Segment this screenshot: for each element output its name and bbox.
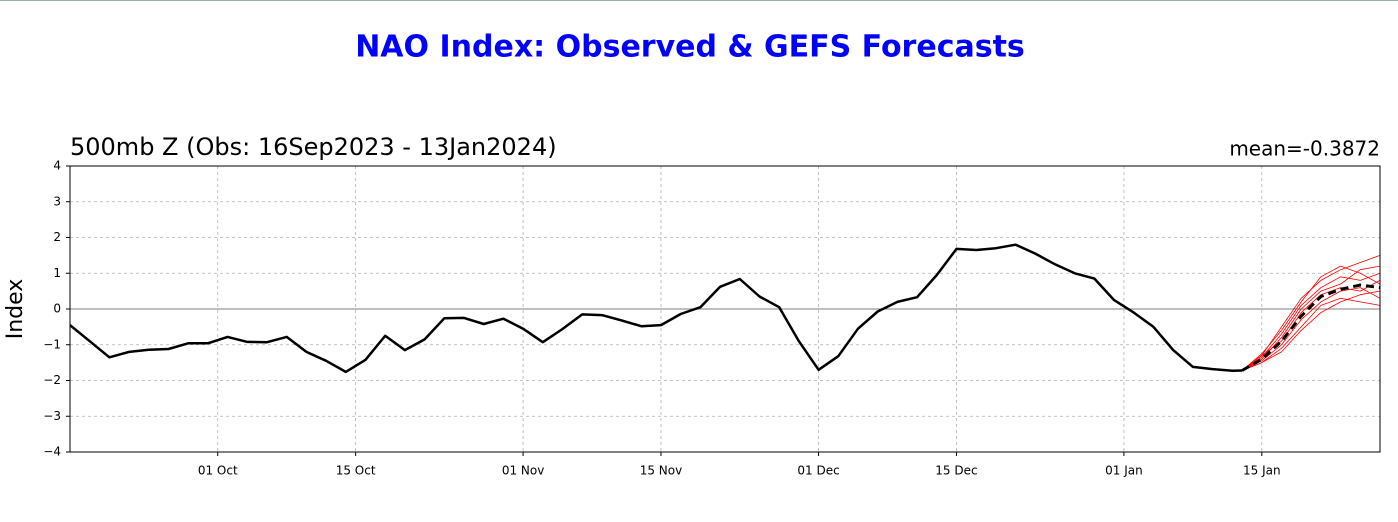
ensemble-line xyxy=(1241,287,1381,371)
ensemble-line xyxy=(1241,290,1381,371)
ensemble-line xyxy=(1241,297,1381,371)
y-tick-label: 2 xyxy=(53,230,61,244)
x-tick-label: 01 Nov xyxy=(502,464,545,478)
x-tick-label: 01 Dec xyxy=(797,464,839,478)
x-tick-label: 15 Nov xyxy=(640,464,683,478)
y-tick-label: 1 xyxy=(53,266,61,280)
x-tick-label: 15 Jan xyxy=(1243,464,1281,478)
ensemble-line xyxy=(1241,280,1381,371)
subtitle: 500mb Z (Obs: 16Sep2023 - 13Jan2024) xyxy=(70,133,557,161)
plot xyxy=(69,243,1381,374)
y-tick-label: 3 xyxy=(53,194,61,208)
x-tick-label: 15 Oct xyxy=(336,464,376,478)
y-tick-label: −3 xyxy=(43,409,61,423)
y-tick-label: 0 xyxy=(53,302,61,316)
y-axis-label: Index xyxy=(3,279,28,340)
series-line xyxy=(69,243,1243,374)
y-tick-label: −2 xyxy=(43,373,61,387)
annotation: mean=-0.3872 xyxy=(1229,137,1380,161)
x-tick-label: 15 Dec xyxy=(935,464,977,478)
y-tick-label: 4 xyxy=(53,159,61,173)
x-tick-label: 01 Oct xyxy=(198,464,238,478)
y-tick-label: −4 xyxy=(43,445,61,459)
x-tick-label: 01 Jan xyxy=(1105,464,1143,478)
grid xyxy=(70,165,1380,453)
chart-title: NAO Index: Observed & GEFS Forecasts xyxy=(355,30,1025,65)
series-line xyxy=(1241,283,1381,372)
y-tick-label: −1 xyxy=(43,337,61,351)
